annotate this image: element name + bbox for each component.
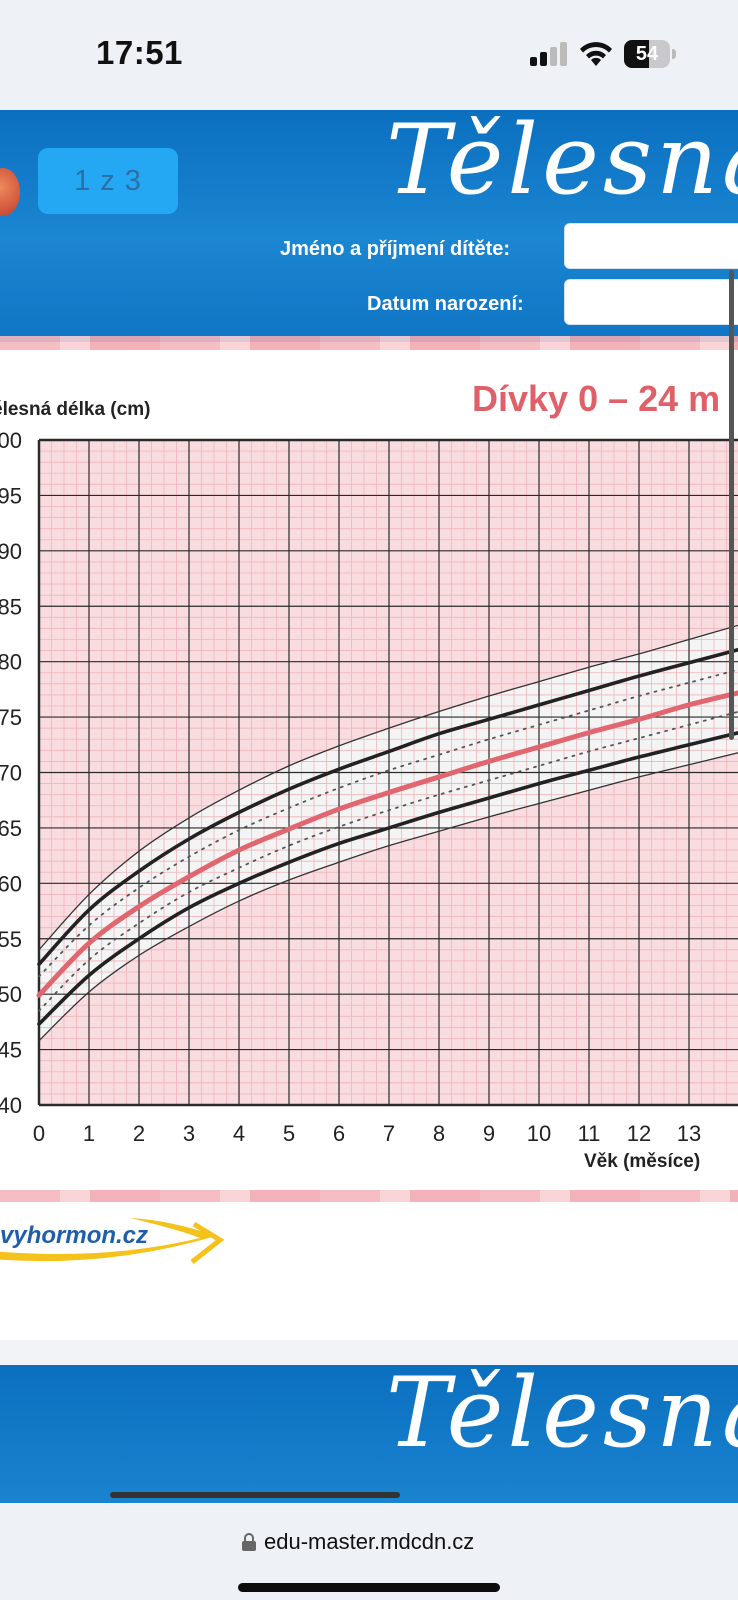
child-name-field[interactable] [564,223,738,269]
series-line-3 [38,668,738,978]
birthdate-field[interactable] [564,279,738,325]
lock-icon [242,1533,256,1551]
x-tick-label: 1 [83,1121,95,1146]
chart-title: Dívky 0 – 24 m [472,378,721,419]
y-tick-label: 40 [0,1093,22,1118]
page-header: 1 z 3 Tělesná Jméno a příjmení dítěte: D… [0,110,738,342]
series-line-4 [36,690,738,998]
page-counter[interactable]: 1 z 3 [38,148,178,214]
pdf-page-2: Tělesná [0,1365,738,1505]
brand-title-page-2: Tělesná [386,1365,738,1469]
x-tick-label: 4 [233,1121,245,1146]
x-tick-label: 3 [183,1121,195,1146]
url-text[interactable]: edu-master.mdcdn.cz [264,1529,475,1554]
x-tick-label: 8 [433,1121,445,1146]
x-tick-label: 10 [527,1121,551,1146]
y-tick-label: 80 [0,650,22,675]
y-tick-label: 45 [0,1038,22,1063]
y-tick-label: 55 [0,927,22,952]
brand-title: Tělesná [386,110,738,216]
birthdate-label: Datum narození: [367,293,524,315]
y-tick-label: 60 [0,871,22,896]
y-tick-label: 70 [0,761,22,786]
x-tick-label: 9 [483,1121,495,1146]
browser-url-bar[interactable]: edu-master.mdcdn.cz [0,1503,738,1600]
wifi-icon [580,42,612,66]
status-bar: 17:51 54 [0,0,738,110]
series-line-6 [37,730,738,1026]
logo-icon [0,168,20,216]
y-tick-label: 95 [0,483,22,508]
swoosh-icon [0,1218,225,1264]
x-tick-label: 7 [383,1121,395,1146]
pdf-page: 1 z 3 Tělesná Jméno a příjmení dítěte: D… [0,110,738,1340]
home-indicator[interactable] [238,1583,500,1592]
series-line-2 [37,647,738,967]
x-tick-label: 13 [677,1121,701,1146]
status-time: 17:51 [96,34,183,71]
battery-icon: 54 [624,40,676,68]
x-tick-label: 2 [133,1121,145,1146]
x-tick-label: 11 [578,1121,601,1146]
y-tick-label: 90 [0,539,22,564]
x-tick-label: 6 [333,1121,345,1146]
x-axis-title: Věk (měsíce) [584,1151,701,1172]
y-tick-label: 00 [0,428,22,453]
series-line-1 [38,624,738,951]
scrollbar[interactable] [729,270,734,740]
footer-logo-text: vyhormon.cz [0,1222,149,1249]
child-name-label: Jméno a příjmení dítěte: [280,238,511,260]
series-line-5 [38,710,738,1012]
footer-logo: vyhormon.cz [0,1210,230,1280]
battery-level: 54 [635,43,659,65]
y-tick-label: 75 [0,705,22,730]
x-tick-label: 12 [627,1121,651,1146]
y-tick-label: 85 [0,594,22,619]
page-scroll-indicator [110,1492,400,1498]
x-tick-label: 0 [33,1121,45,1146]
x-tick-label: 5 [283,1121,295,1146]
y-tick-label: 65 [0,816,22,841]
brush-divider-bottom [0,1190,738,1202]
y-axis-title: ělesná délka (cm) [0,399,151,420]
cellular-signal-icon [530,42,570,66]
y-tick-label: 50 [0,982,22,1007]
series-line-7 [38,752,738,1042]
brush-divider [0,336,738,350]
